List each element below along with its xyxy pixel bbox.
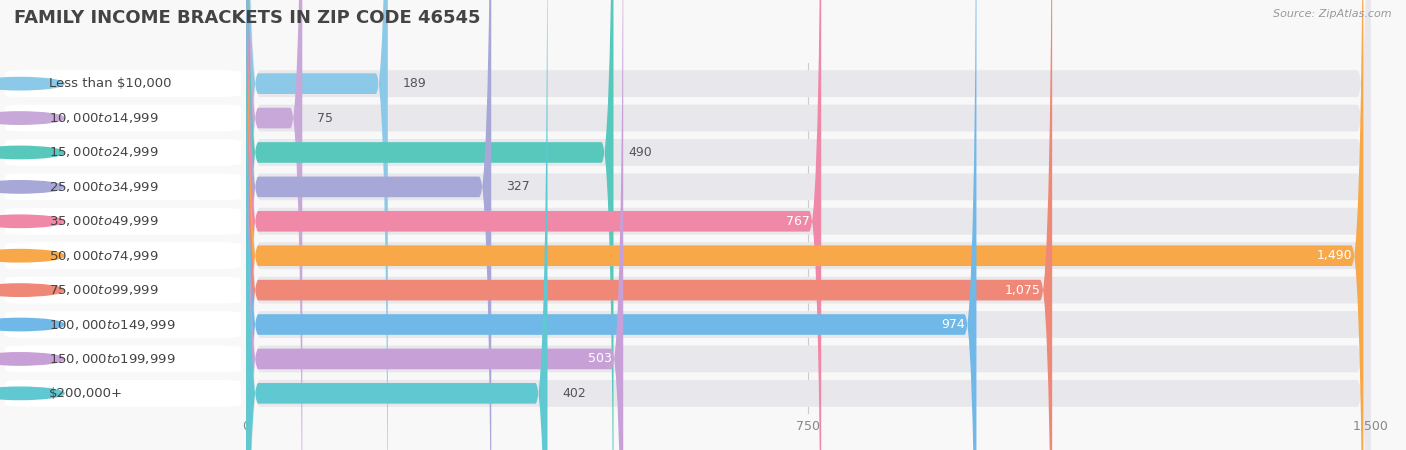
Text: 402: 402 (562, 387, 586, 400)
FancyBboxPatch shape (4, 380, 242, 407)
Text: Source: ZipAtlas.com: Source: ZipAtlas.com (1274, 9, 1392, 19)
Text: 490: 490 (628, 146, 652, 159)
Text: FAMILY INCOME BRACKETS IN ZIP CODE 46545: FAMILY INCOME BRACKETS IN ZIP CODE 46545 (14, 9, 481, 27)
FancyBboxPatch shape (246, 0, 491, 450)
FancyBboxPatch shape (4, 311, 242, 338)
Circle shape (0, 77, 65, 90)
Text: $50,000 to $74,999: $50,000 to $74,999 (49, 249, 159, 263)
FancyBboxPatch shape (246, 0, 1371, 450)
Circle shape (0, 249, 65, 262)
FancyBboxPatch shape (246, 0, 1371, 450)
FancyBboxPatch shape (246, 0, 302, 450)
FancyBboxPatch shape (4, 242, 242, 269)
Circle shape (0, 146, 65, 159)
FancyBboxPatch shape (4, 105, 242, 131)
Text: 503: 503 (588, 352, 612, 365)
FancyBboxPatch shape (4, 346, 242, 372)
FancyBboxPatch shape (246, 0, 1371, 450)
Text: $200,000+: $200,000+ (49, 387, 124, 400)
FancyBboxPatch shape (4, 139, 242, 166)
FancyBboxPatch shape (246, 0, 976, 450)
Text: 767: 767 (786, 215, 810, 228)
Circle shape (0, 112, 65, 124)
Text: 974: 974 (942, 318, 965, 331)
FancyBboxPatch shape (246, 0, 1371, 450)
FancyBboxPatch shape (246, 0, 1371, 450)
FancyBboxPatch shape (246, 0, 613, 450)
Text: 189: 189 (402, 77, 426, 90)
Text: $75,000 to $99,999: $75,000 to $99,999 (49, 283, 159, 297)
FancyBboxPatch shape (246, 0, 1052, 450)
FancyBboxPatch shape (246, 0, 623, 450)
Text: $150,000 to $199,999: $150,000 to $199,999 (49, 352, 176, 366)
FancyBboxPatch shape (4, 70, 242, 97)
Text: 1,490: 1,490 (1316, 249, 1353, 262)
Circle shape (0, 387, 65, 400)
Circle shape (0, 318, 65, 331)
Circle shape (0, 353, 65, 365)
FancyBboxPatch shape (246, 0, 547, 450)
Text: $10,000 to $14,999: $10,000 to $14,999 (49, 111, 159, 125)
Circle shape (0, 215, 65, 228)
FancyBboxPatch shape (246, 0, 388, 450)
Text: $35,000 to $49,999: $35,000 to $49,999 (49, 214, 159, 228)
FancyBboxPatch shape (4, 277, 242, 304)
FancyBboxPatch shape (4, 208, 242, 235)
FancyBboxPatch shape (246, 0, 1371, 450)
FancyBboxPatch shape (246, 0, 1371, 450)
FancyBboxPatch shape (246, 0, 1371, 450)
FancyBboxPatch shape (246, 0, 1371, 450)
FancyBboxPatch shape (4, 173, 242, 200)
Text: $100,000 to $149,999: $100,000 to $149,999 (49, 318, 176, 332)
FancyBboxPatch shape (246, 0, 1371, 450)
Text: 75: 75 (318, 112, 333, 125)
Text: 1,075: 1,075 (1005, 284, 1040, 297)
Circle shape (0, 284, 65, 296)
Text: $15,000 to $24,999: $15,000 to $24,999 (49, 145, 159, 159)
Text: Less than $10,000: Less than $10,000 (49, 77, 172, 90)
Text: $25,000 to $34,999: $25,000 to $34,999 (49, 180, 159, 194)
Text: 327: 327 (506, 180, 530, 194)
Circle shape (0, 181, 65, 193)
FancyBboxPatch shape (246, 0, 821, 450)
FancyBboxPatch shape (246, 0, 1364, 450)
